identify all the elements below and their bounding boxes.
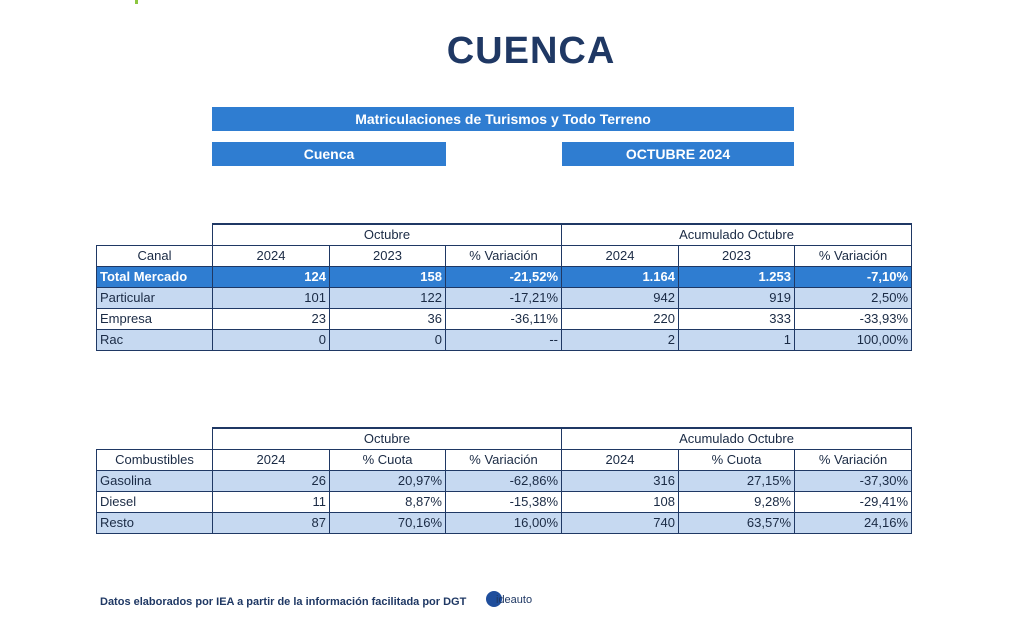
cell: 220 <box>561 308 679 330</box>
cell: -15,38% <box>445 491 562 513</box>
group-header-month: Octubre <box>212 223 562 246</box>
cell: -33,93% <box>793 308 913 330</box>
cell: 1.253 <box>678 266 795 288</box>
group-header-month: Octubre <box>212 427 562 450</box>
cell: -21,52% <box>445 266 562 288</box>
column-header: 2024 <box>561 245 679 267</box>
column-header: % Variación <box>445 245 562 267</box>
group-header-cumulative: Acumulado Octubre <box>560 427 913 450</box>
cell: 1.164 <box>561 266 679 288</box>
cell: 108 <box>561 491 679 513</box>
cell: 0 <box>212 329 330 351</box>
row-label: Diesel <box>96 491 213 513</box>
cell: 70,16% <box>329 512 446 534</box>
cell: 919 <box>678 287 795 309</box>
row-label: Total Mercado <box>96 266 213 288</box>
group-header-cumulative: Acumulado Octubre <box>560 223 913 246</box>
row-label: Empresa <box>96 308 213 330</box>
fuel-table: Octubre Acumulado Octubre Combustibles 2… <box>96 427 913 534</box>
cell: 0 <box>329 329 446 351</box>
row-label: Rac <box>96 329 213 351</box>
column-header: 2024 <box>212 245 330 267</box>
column-header: % Variación <box>793 245 913 267</box>
column-header: 2024 <box>561 449 679 471</box>
row-label: Particular <box>96 287 213 309</box>
column-header: % Cuota <box>678 449 795 471</box>
column-header: % Cuota <box>329 449 446 471</box>
cell: 316 <box>561 470 679 492</box>
cell: 20,97% <box>329 470 446 492</box>
cell: -36,11% <box>445 308 562 330</box>
cell: 26 <box>212 470 330 492</box>
cell: -17,21% <box>445 287 562 309</box>
cell: 100,00% <box>793 329 913 351</box>
canal-table: Octubre Acumulado Octubre Canal 2024 202… <box>96 223 913 351</box>
cell: 333 <box>678 308 795 330</box>
cell: 24,16% <box>793 512 913 534</box>
cell: 27,15% <box>678 470 795 492</box>
group-header-row: Octubre Acumulado Octubre <box>97 223 913 246</box>
table-row: Rac 0 0 -- 2 1 100,00% <box>96 329 913 351</box>
column-header: 2024 <box>212 449 330 471</box>
cell: -7,10% <box>793 266 913 288</box>
ideauto-logo: ideauto <box>486 590 546 612</box>
cell: 158 <box>329 266 446 288</box>
table-row: Gasolina 26 20,97% -62,86% 316 27,15% -3… <box>96 470 913 492</box>
group-header-row: Octubre Acumulado Octubre <box>97 427 913 450</box>
table-row: Particular 101 122 -17,21% 942 919 2,50% <box>96 287 913 309</box>
cell: 9,28% <box>678 491 795 513</box>
cell: 2 <box>561 329 679 351</box>
column-header: 2023 <box>678 245 795 267</box>
cell: 11 <box>212 491 330 513</box>
cell: 740 <box>561 512 679 534</box>
logo-text: ideauto <box>496 594 533 606</box>
cell: 2,50% <box>793 287 913 309</box>
cell: 23 <box>212 308 330 330</box>
column-header: Canal <box>96 245 213 267</box>
cell: 8,87% <box>329 491 446 513</box>
cell: 16,00% <box>445 512 562 534</box>
table-row: Total Mercado 124 158 -21,52% 1.164 1.25… <box>96 266 913 288</box>
cell: -29,41% <box>793 491 913 513</box>
accent-mark <box>135 0 138 4</box>
cell: 63,57% <box>678 512 795 534</box>
cell: 1 <box>678 329 795 351</box>
report-banner: Matriculaciones de Turismos y Todo Terre… <box>212 107 794 131</box>
column-header: % Variación <box>793 449 913 471</box>
column-header: 2023 <box>329 245 446 267</box>
cell: 36 <box>329 308 446 330</box>
table-row: Empresa 23 36 -36,11% 220 333 -33,93% <box>96 308 913 330</box>
row-label: Resto <box>96 512 213 534</box>
page-title: CUENCA <box>446 30 616 72</box>
table-row: Diesel 11 8,87% -15,38% 108 9,28% -29,41… <box>96 491 913 513</box>
column-header-row: Canal 2024 2023 % Variación 2024 2023 % … <box>96 245 913 267</box>
logo-circle-icon <box>486 591 502 607</box>
table-row: Resto 87 70,16% 16,00% 740 63,57% 24,16% <box>96 512 913 534</box>
period-banner: OCTUBRE 2024 <box>562 142 794 166</box>
footer-source-note: Datos elaborados por IEA a partir de la … <box>100 596 467 608</box>
column-header: % Variación <box>445 449 562 471</box>
region-banner: Cuenca <box>212 142 446 166</box>
cell: 87 <box>212 512 330 534</box>
row-label: Gasolina <box>96 470 213 492</box>
column-header-row: Combustibles 2024 % Cuota % Variación 20… <box>96 449 913 471</box>
column-header: Combustibles <box>96 449 213 471</box>
cell: 101 <box>212 287 330 309</box>
cell: 122 <box>329 287 446 309</box>
cell: -- <box>445 329 562 351</box>
cell: -37,30% <box>793 470 913 492</box>
cell: -62,86% <box>445 470 562 492</box>
cell: 124 <box>212 266 330 288</box>
cell: 942 <box>561 287 679 309</box>
